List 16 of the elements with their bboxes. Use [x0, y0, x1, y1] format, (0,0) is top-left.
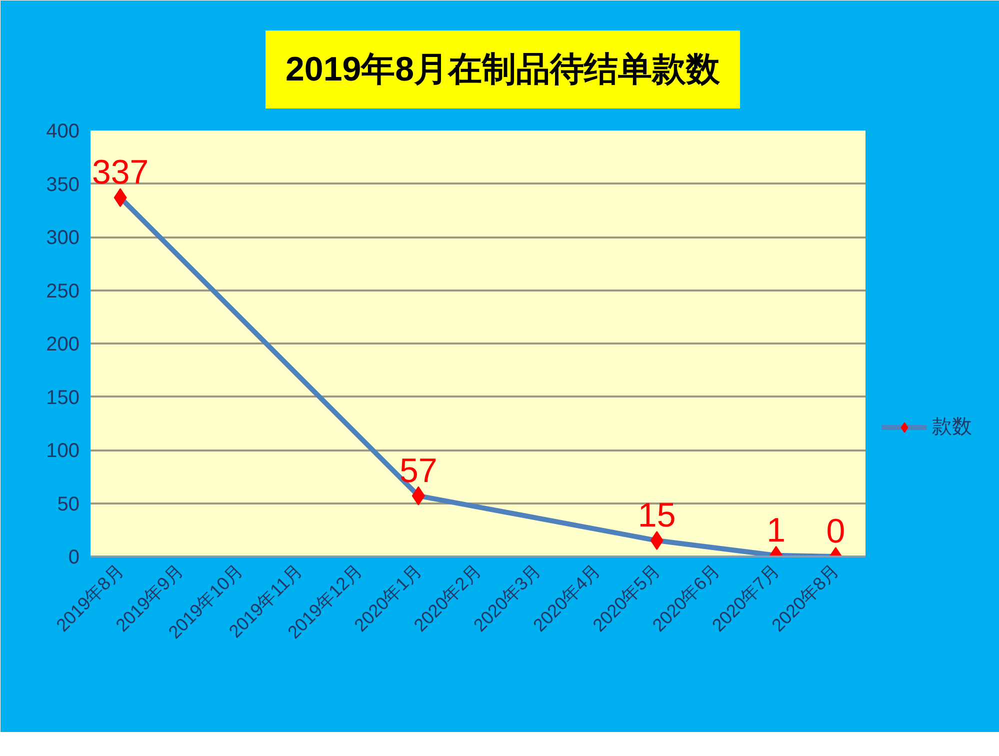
- y-tick-label: 0: [68, 546, 80, 568]
- y-tick-label: 50: [57, 493, 80, 516]
- chart-title: 2019年8月在制品待结单款数: [286, 50, 722, 88]
- y-tick-label: 250: [46, 280, 80, 302]
- y-tick-label: 200: [46, 334, 80, 356]
- y-tick-label: 150: [46, 386, 80, 409]
- y-tick-label: 400: [46, 120, 80, 142]
- data-label: 15: [638, 496, 676, 535]
- data-label: 1: [766, 511, 786, 550]
- data-label: 0: [826, 512, 846, 550]
- y-tick-label: 300: [46, 227, 80, 249]
- y-tick-label: 350: [46, 174, 80, 196]
- data-label: 57: [399, 452, 438, 490]
- legend-label: 款数: [932, 415, 972, 440]
- data-label: 337: [92, 154, 149, 192]
- y-tick-label: 100: [46, 440, 80, 462]
